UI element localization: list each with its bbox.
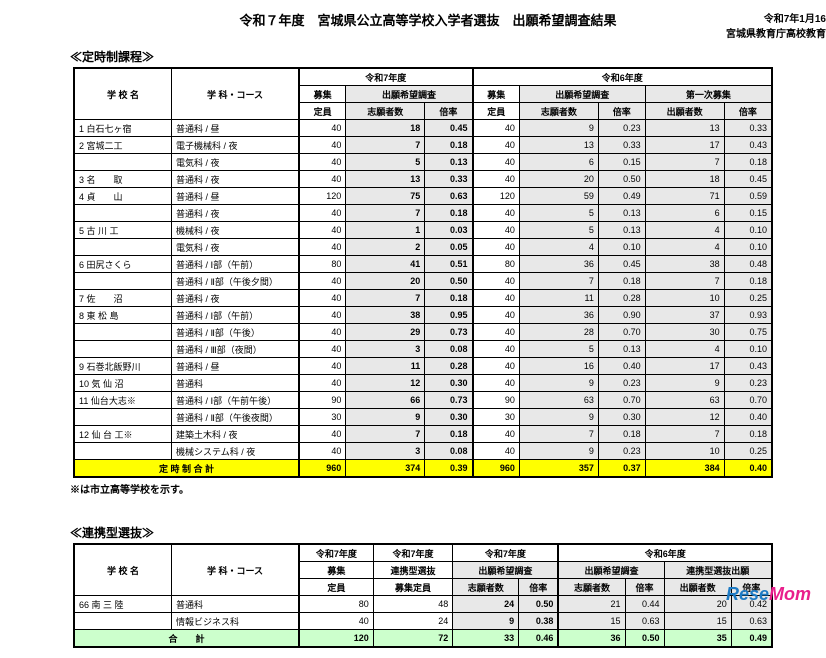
table-row: 普通科 / Ⅲ部（夜間） 40 3 0.08 40 5 0.13 4 0.10 (74, 341, 772, 358)
table-row: 2 宮城二工 電子機械科 / 夜 40 7 0.18 40 13 0.33 17… (74, 137, 772, 154)
hdr-y6: 令和6年度 (473, 68, 772, 86)
table-row: 1 白石七ヶ宿 普通科 / 昼 40 18 0.45 40 9 0.23 13 … (74, 120, 772, 137)
table-row: 5 古 川 工 機械科 / 夜 40 1 0.03 40 5 0.13 4 0.… (74, 222, 772, 239)
hdr-course: 学 科・コース (172, 68, 300, 120)
doc-date: 令和7年1月16日 (726, 10, 826, 25)
table-row: 普通科 / Ⅱ部（午後夕間） 40 20 0.50 40 7 0.18 7 0.… (74, 273, 772, 290)
table-row: 4 貞 山 普通科 / 昼 120 75 0.63 120 59 0.49 71… (74, 188, 772, 205)
header: 令和７年度 宮城県公立高等学校入学者選抜 出願希望調査結果 令和7年1月16日 … (10, 10, 826, 40)
table-row: 普通科 / 夜 40 7 0.18 40 5 0.13 6 0.15 (74, 205, 772, 222)
table-row: 機械システム科 / 夜 40 3 0.08 40 9 0.23 10 0.25 (74, 443, 772, 460)
table-row: 8 東 松 島 普通科 / Ⅰ部（午前） 40 38 0.95 40 36 0.… (74, 307, 772, 324)
hdr-school: 学 校 名 (74, 68, 172, 120)
table-row: 11 仙台大志※ 普通科 / Ⅰ部（午前午後） 90 66 0.73 90 63… (74, 392, 772, 409)
resemom-logo: ReseMom (726, 584, 811, 605)
total-row: 定 時 制 合 計 960 374 0.39 960 357 0.37 384 … (74, 460, 772, 478)
table-row: 10 気 仙 沼 普通科 40 12 0.30 40 9 0.23 9 0.23 (74, 375, 772, 392)
hdr-y7: 令和7年度 (299, 68, 473, 86)
table-row: 12 仙 台 工※ 建築土木科 / 夜 40 7 0.18 40 7 0.18 … (74, 426, 772, 443)
table-part-time: 学 校 名 学 科・コース 令和7年度 令和6年度 募集 出願希望調査 募集 出… (73, 67, 773, 478)
table-linked: 学 校 名 学 科・コース 令和7年度 令和7年度 令和7年度 令和6年度 募集… (73, 543, 773, 648)
table-row: 普通科 / Ⅱ部（午後） 40 29 0.73 40 28 0.70 30 0.… (74, 324, 772, 341)
section1-title: ≪定時制課程≫ (70, 48, 826, 65)
table-row: 電気科 / 夜 40 2 0.05 40 4 0.10 4 0.10 (74, 239, 772, 256)
total-row: 合 計 120 72 33 0.46 36 0.50 35 0.49 (74, 630, 772, 648)
table-row: 普通科 / Ⅱ部（午後夜間） 30 9 0.30 30 9 0.30 12 0.… (74, 409, 772, 426)
table-row: 情報ビジネス科 40 24 9 0.38 15 0.63 15 0.63 (74, 613, 772, 630)
table-row: 6 田尻さくら 普通科 / Ⅰ部（午前） 80 41 0.51 80 36 0.… (74, 256, 772, 273)
doc-org: 宮城県教育庁高校教育課 (726, 25, 826, 40)
table-note: ※は市立高等学校を示す。 (70, 481, 826, 496)
table-row: 電気科 / 夜 40 5 0.13 40 6 0.15 7 0.18 (74, 154, 772, 171)
table-row: 66 南 三 陸 普通科 80 48 24 0.50 21 0.44 20 0.… (74, 596, 772, 613)
page-title: 令和７年度 宮城県公立高等学校入学者選抜 出願希望調査結果 (130, 10, 726, 29)
table-row: 7 佐 沼 普通科 / 夜 40 7 0.18 40 11 0.28 10 0.… (74, 290, 772, 307)
section2-title: ≪連携型選抜≫ (70, 524, 826, 541)
table-row: 9 石巻北飯野川 普通科 / 昼 40 11 0.28 40 16 0.40 1… (74, 358, 772, 375)
table-row: 3 名 取 普通科 / 夜 40 13 0.33 40 20 0.50 18 0… (74, 171, 772, 188)
